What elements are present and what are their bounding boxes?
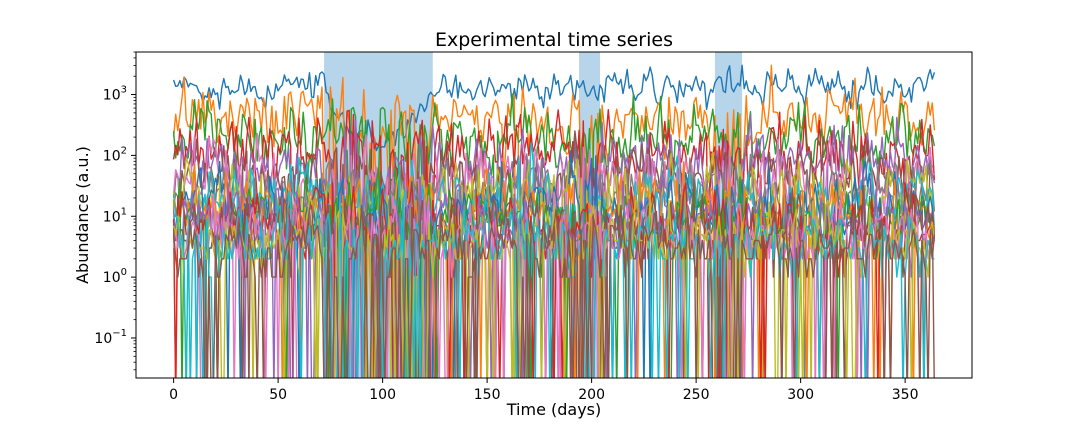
y-tick-label: 100 bbox=[103, 267, 127, 286]
y-tick-label: 103 bbox=[103, 85, 127, 104]
series-lines bbox=[172, 64, 936, 378]
series-line-18 bbox=[172, 197, 936, 378]
x-axis-ticks: 0 50 100 150 200 250 300 350 bbox=[169, 378, 918, 403]
series-line-20 bbox=[172, 197, 936, 378]
x-tick-label: 300 bbox=[787, 387, 814, 403]
plot-frame bbox=[135, 51, 973, 379]
x-tick-label: 250 bbox=[683, 387, 710, 403]
series-line-19 bbox=[172, 190, 935, 378]
y-tick-label: 102 bbox=[103, 145, 127, 164]
y-tick-label: 101 bbox=[103, 206, 127, 225]
x-tick-label: 0 bbox=[169, 387, 178, 403]
x-tick-label: 100 bbox=[369, 387, 396, 403]
x-tick-label: 150 bbox=[474, 387, 501, 403]
series-line-1 bbox=[172, 64, 936, 152]
y-axis-ticks: 10−1 100 101 102 103 bbox=[94, 51, 136, 371]
x-tick-label: 200 bbox=[578, 387, 605, 403]
x-axis-label: Time (days) bbox=[506, 400, 602, 419]
x-tick-label: 350 bbox=[892, 387, 919, 403]
y-axis-label: Abundance (a.u.) bbox=[73, 146, 92, 284]
chart-title: Experimental time series bbox=[435, 29, 673, 51]
x-tick-label: 50 bbox=[269, 387, 287, 403]
y-tick-label: 10−1 bbox=[94, 328, 127, 347]
